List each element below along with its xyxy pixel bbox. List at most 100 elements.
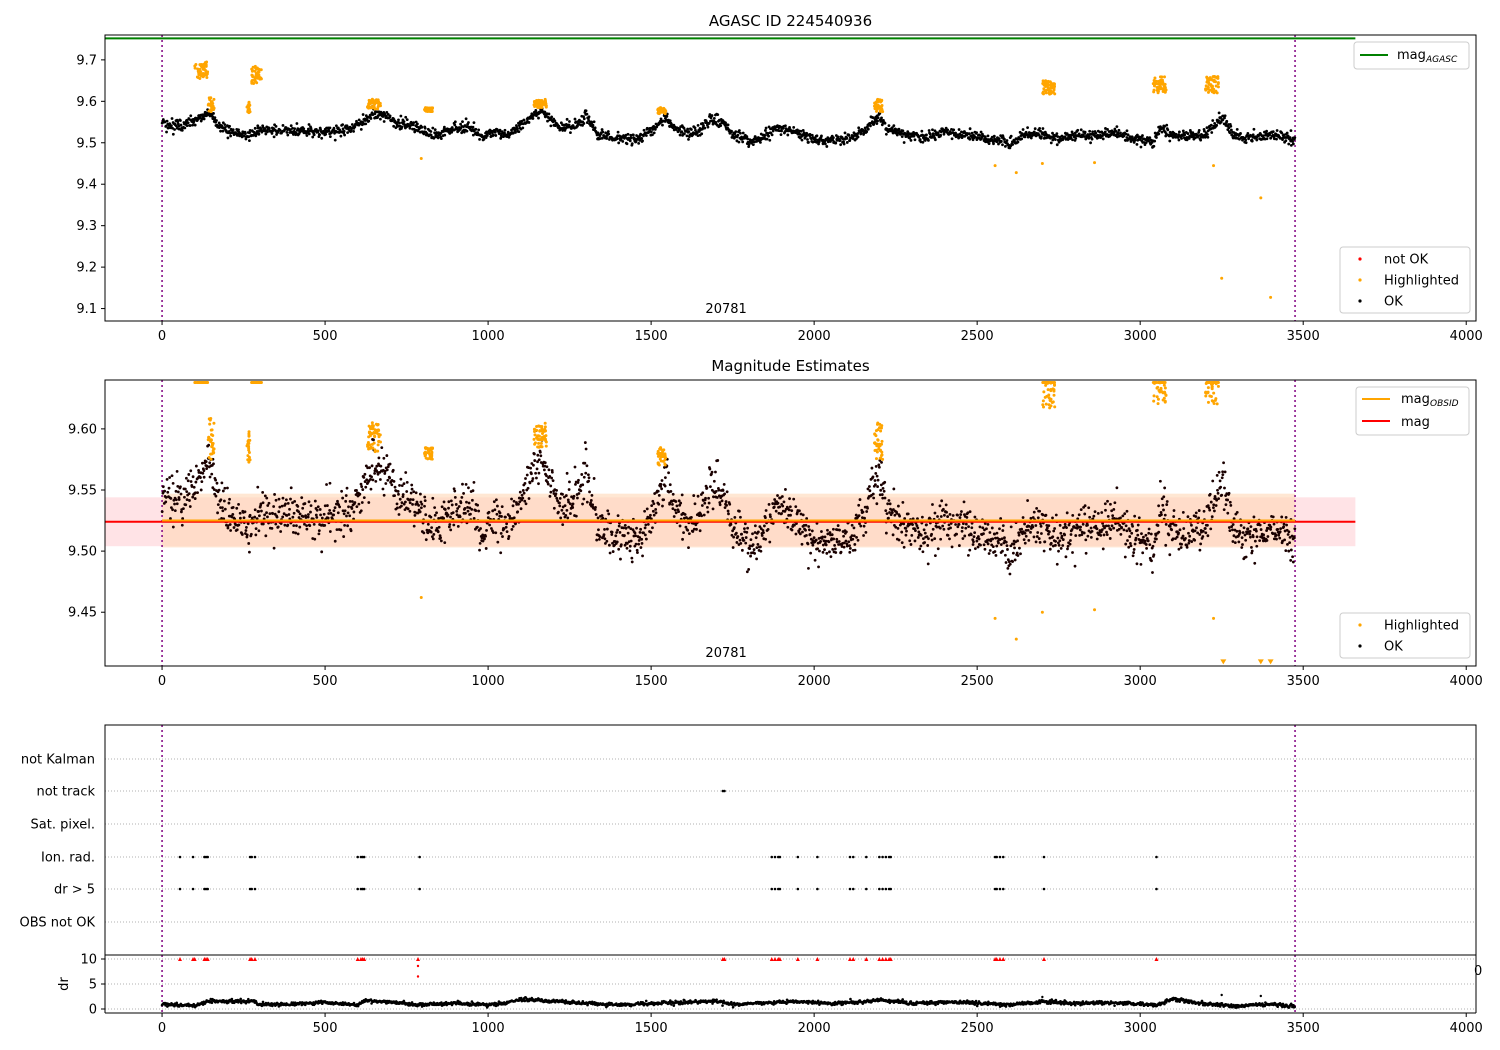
ok-point xyxy=(465,129,469,133)
ok-point xyxy=(462,130,466,134)
ok-point xyxy=(487,510,491,514)
ok-point xyxy=(232,526,236,529)
ok-point xyxy=(499,136,503,140)
ok-point xyxy=(720,499,724,503)
ok-point xyxy=(184,476,188,480)
ok-point xyxy=(443,133,447,137)
ok-point xyxy=(1162,495,1166,499)
ok-point xyxy=(626,531,630,535)
highlighted-point xyxy=(1154,79,1158,83)
ok-point xyxy=(650,504,654,508)
ok-point xyxy=(618,530,622,534)
ok-point xyxy=(751,532,754,536)
ok-point xyxy=(616,528,619,532)
ok-point xyxy=(795,522,798,525)
ok-point xyxy=(332,509,336,513)
ok-point xyxy=(739,515,742,519)
ok-point xyxy=(499,531,503,535)
ok-point xyxy=(432,532,436,536)
ok-point xyxy=(687,546,690,550)
ok-point xyxy=(906,512,910,516)
ok-point xyxy=(986,523,990,526)
ok-point xyxy=(771,522,775,525)
highlighted-point xyxy=(539,100,543,104)
ok-point xyxy=(1003,137,1006,141)
ok-point xyxy=(247,542,251,545)
ok-point xyxy=(672,515,676,518)
ok-point xyxy=(749,538,753,542)
ok-point xyxy=(519,507,523,511)
ok-point xyxy=(948,512,952,516)
ok-point xyxy=(1071,513,1075,517)
highlighted-point xyxy=(535,102,539,106)
highlighted-point xyxy=(203,73,207,77)
ok-point xyxy=(916,536,920,539)
ok-point xyxy=(779,133,783,137)
ok-point xyxy=(751,543,755,547)
highlighted-point xyxy=(1152,90,1156,94)
ok-point xyxy=(1127,545,1131,549)
ok-point xyxy=(594,513,598,516)
ok-point xyxy=(265,511,268,515)
ok-point xyxy=(404,500,407,504)
ok-point xyxy=(295,524,298,528)
ok-point xyxy=(253,508,257,512)
ok-point xyxy=(630,556,634,560)
ok-point xyxy=(220,517,223,520)
ok-point xyxy=(1032,130,1036,134)
highlighted-point xyxy=(1161,82,1165,86)
ok-point xyxy=(1147,531,1151,535)
ok-point xyxy=(651,133,654,137)
ok-point xyxy=(272,546,276,550)
ok-point xyxy=(266,130,269,134)
ok-point xyxy=(1004,561,1008,564)
ok-point xyxy=(205,464,209,468)
ok-point xyxy=(465,500,468,504)
ok-point xyxy=(724,500,728,503)
ok-point xyxy=(221,129,225,133)
ok-point xyxy=(534,109,538,112)
ok-point xyxy=(504,525,508,529)
ok-point xyxy=(592,477,596,480)
ok-point xyxy=(261,522,265,526)
ok-point xyxy=(1110,524,1114,528)
ok-point xyxy=(1011,560,1015,563)
highlighted-point xyxy=(1207,81,1211,85)
ok-point xyxy=(591,503,595,507)
ok-point xyxy=(229,134,233,138)
highlighted-point xyxy=(255,73,259,77)
ok-point xyxy=(362,496,366,500)
highlighted-point xyxy=(1050,90,1054,94)
ok-point xyxy=(693,502,697,506)
ok-point xyxy=(956,133,960,137)
ok-point xyxy=(736,133,740,137)
highlighted-point xyxy=(426,107,430,111)
ok-point xyxy=(212,488,216,491)
ok-point xyxy=(341,496,345,500)
ok-point xyxy=(464,511,467,515)
ok-point xyxy=(199,488,203,492)
ok-point xyxy=(572,494,576,498)
highlighted-point xyxy=(1204,84,1208,88)
ok-point xyxy=(687,532,691,536)
ok-point xyxy=(386,465,390,469)
ok-point xyxy=(1051,544,1055,548)
highlighted-point xyxy=(1216,76,1220,80)
ok-point xyxy=(523,482,527,485)
ok-point xyxy=(961,522,965,525)
ok-point xyxy=(1011,551,1015,555)
ok-point xyxy=(537,116,540,120)
ok-point xyxy=(244,132,247,136)
ok-point xyxy=(228,124,231,128)
ok-point xyxy=(872,496,876,500)
ok-point xyxy=(1113,501,1117,505)
ok-point xyxy=(925,523,928,527)
ok-point xyxy=(1102,533,1106,537)
ok-point xyxy=(411,502,414,506)
ok-point xyxy=(377,456,381,460)
ok-point xyxy=(623,523,627,527)
ok-point xyxy=(1084,538,1088,542)
ok-point xyxy=(566,516,570,520)
ok-point xyxy=(932,134,936,138)
ok-point xyxy=(823,548,826,552)
